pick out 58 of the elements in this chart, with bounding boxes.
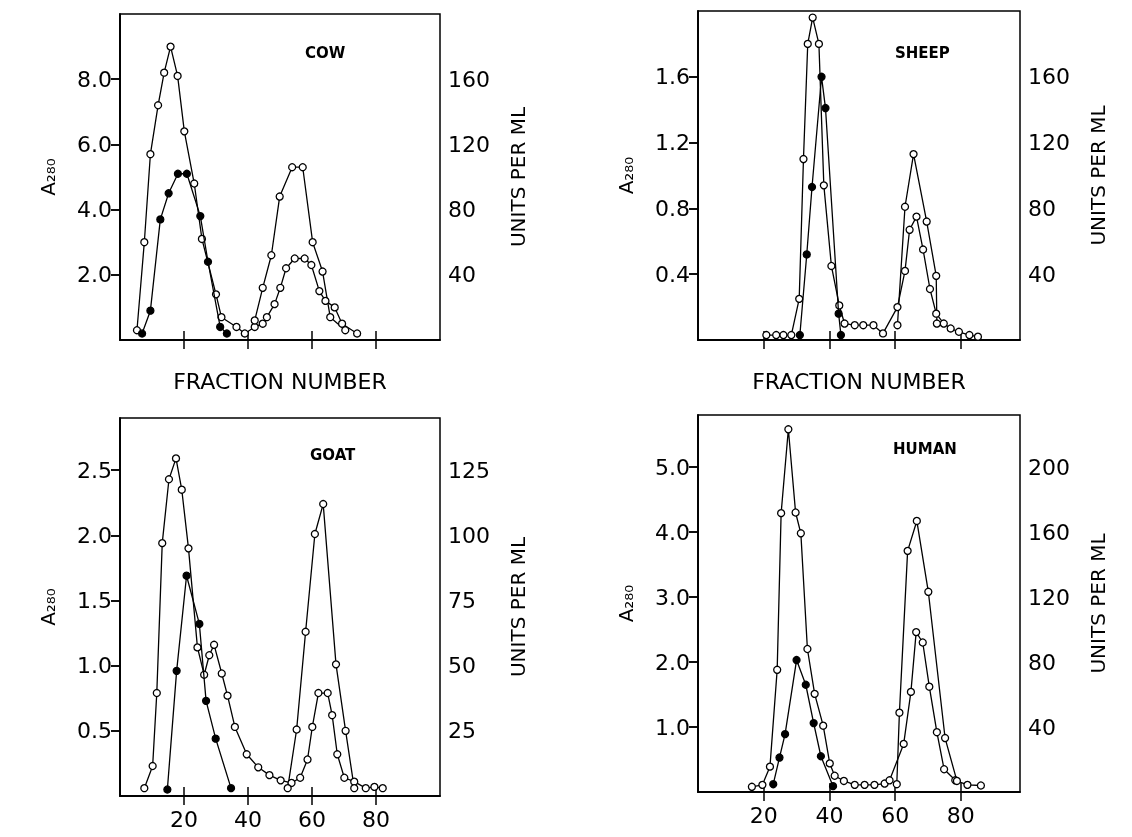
y-tick-label: 3.0 — [655, 584, 690, 610]
y-tick-label: 4.0 — [77, 197, 112, 223]
y2-tick-label: 80 — [448, 197, 476, 223]
y-tick-label: 5.0 — [655, 454, 690, 480]
y2-tick-label: 200 — [1028, 454, 1070, 480]
y2-tick-label: 120 — [1028, 130, 1070, 156]
y-axis-title: A₂₈₀ — [614, 584, 638, 623]
y-axis-title: A₂₈₀ — [614, 156, 638, 195]
y2-axis-title: UNITS PER ML — [506, 106, 530, 248]
x-tick-label: 60 — [298, 806, 326, 832]
y2-tick-label: 160 — [448, 66, 490, 92]
y2-tick-label: 100 — [448, 522, 490, 548]
y2-axis-title: UNITS PER ML — [1086, 532, 1110, 674]
y-tick-label: 0.8 — [655, 195, 690, 221]
text: COW — [305, 43, 346, 62]
y-tick-label: 2.0 — [655, 649, 690, 675]
y-tick-label: 0.5 — [77, 718, 112, 744]
x-tick-label: 60 — [881, 802, 910, 828]
x-tick-label: 80 — [946, 802, 975, 828]
text: HUMAN — [893, 439, 957, 458]
y2-tick-label: 25 — [448, 718, 476, 744]
y2-tick-label: 120 — [1028, 584, 1070, 610]
x-tick-label: 40 — [815, 802, 844, 828]
x-tick-label: 40 — [234, 806, 262, 832]
y2-tick-label: 160 — [1028, 519, 1070, 545]
y-tick-label: 0.4 — [655, 261, 690, 287]
x-tick-label: 20 — [749, 802, 778, 828]
y-tick-label: 1.0 — [77, 653, 112, 679]
y-tick-label: 1.5 — [77, 587, 112, 613]
y2-tick-label: 40 — [1028, 714, 1056, 740]
y2-tick-label: 125 — [448, 457, 490, 483]
y2-tick-label: 160 — [1028, 64, 1070, 90]
y-tick-label: 2.0 — [77, 522, 112, 548]
y-tick-label: 2.0 — [77, 262, 112, 288]
y2-tick-label: 80 — [1028, 195, 1056, 221]
y-tick-label: 1.2 — [655, 130, 690, 156]
y2-axis-title: UNITS PER ML — [1086, 104, 1110, 246]
y-tick-label: 1.0 — [655, 714, 690, 740]
x-axis-title: FRACTION NUMBER — [173, 368, 387, 394]
text: SHEEP — [895, 43, 950, 62]
y-tick-label: 8.0 — [77, 66, 112, 92]
y-tick-label: 6.0 — [77, 131, 112, 157]
y2-tick-label: 120 — [448, 131, 490, 157]
y2-tick-label: 40 — [1028, 261, 1056, 287]
x-tick-label: 20 — [170, 806, 198, 832]
text: GOAT — [310, 445, 357, 464]
y2-tick-label: 75 — [448, 587, 476, 613]
y-tick-label: 1.6 — [655, 64, 690, 90]
x-axis-title: FRACTION NUMBER — [752, 368, 966, 394]
x-tick-label: 80 — [362, 806, 390, 832]
y-tick-label: 2.5 — [77, 457, 112, 483]
y2-tick-label: 40 — [448, 262, 476, 288]
y2-axis-title: UNITS PER ML — [506, 536, 530, 678]
y2-tick-label: 50 — [448, 653, 476, 679]
y-axis-title: A₂₈₀ — [36, 158, 60, 196]
y-tick-label: 4.0 — [655, 519, 690, 545]
y2-tick-label: 80 — [1028, 649, 1056, 675]
y-axis-title: A₂₈₀ — [36, 588, 60, 626]
